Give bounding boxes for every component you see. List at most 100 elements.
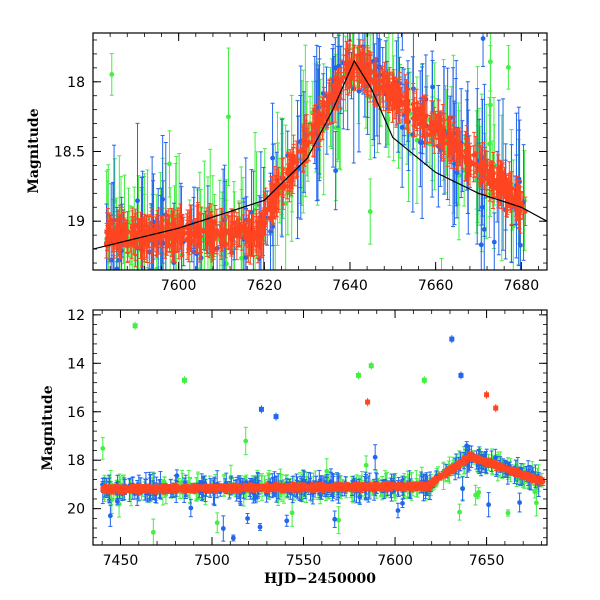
bottom-point-series-2 [134, 485, 140, 495]
bottom-outlier-point [449, 335, 455, 344]
bottom-point-series-2 [531, 474, 536, 481]
bottom-point-series-1 [475, 491, 480, 500]
bottom-point-series-2 [234, 485, 239, 494]
bottom-y-tick-label: 18 [67, 453, 85, 469]
top-point-series-2 [473, 136, 479, 175]
bottom-point-series-1 [100, 437, 106, 460]
top-point-series-2 [143, 215, 149, 236]
top-point-series-2 [151, 227, 157, 253]
bottom-point-series-2 [138, 487, 144, 494]
bottom-point-series-0 [245, 513, 250, 524]
top-point-series-2 [347, 39, 353, 88]
bottom-point-series-0 [230, 534, 236, 542]
bottom-x-tick-label: 7600 [377, 553, 413, 569]
bottom-point-series-2 [218, 486, 223, 492]
top-point-series-1 [367, 178, 373, 245]
top-point-series-2 [440, 112, 446, 160]
bottom-outlier-point [132, 321, 138, 330]
top-y-axis-label: Magnitude [26, 108, 42, 193]
top-point-series-2 [285, 163, 290, 184]
bottom-point-series-2 [535, 478, 541, 484]
top-point-series-2 [274, 168, 280, 217]
bottom-point-series-1 [150, 518, 156, 545]
top-point-series-2 [445, 119, 451, 167]
bottom-outlier-point [458, 371, 464, 380]
bottom-point-series-2 [479, 458, 485, 464]
top-point-series-2 [374, 77, 380, 95]
top-point-series-2 [179, 220, 185, 242]
bottom-outlier-point [368, 361, 374, 370]
bottom-point-series-2 [295, 484, 301, 491]
bottom-outlier-point [273, 412, 279, 421]
bottom-y-tick-label: 20 [67, 502, 85, 518]
bottom-point-series-2 [411, 484, 417, 490]
top-point-series-2 [404, 79, 409, 124]
bottom-point-series-2 [493, 462, 498, 468]
top-point-series-2 [226, 215, 232, 251]
top-point-series-0 [491, 212, 497, 270]
bottom-x-tick-label: 7500 [194, 553, 230, 569]
top-point-series-2 [460, 143, 466, 169]
bottom-point-series-2 [240, 485, 246, 491]
top-point-series-2 [281, 172, 287, 196]
top-point-series-2 [158, 215, 164, 239]
bottom-panel: 7450 7500 7550 7600 7650 12 14 16 18 20 Magnitude… [40, 308, 548, 587]
top-point-series-2 [122, 222, 128, 240]
bottom-point-series-0 [332, 510, 338, 528]
top-point-series-2 [429, 112, 435, 136]
top-y-tick-label: 18.5 [54, 145, 85, 161]
bottom-point-series-0 [188, 498, 194, 518]
bottom-y-tick-label: 16 [67, 405, 85, 421]
bottom-point-series-0 [517, 492, 522, 513]
bottom-point-series-2 [526, 474, 532, 481]
top-point-series-0 [333, 131, 339, 211]
top-point-series-2 [242, 220, 247, 241]
bottom-point-series-2 [277, 485, 283, 490]
bottom-point-series-2 [487, 460, 493, 466]
top-point-series-2 [146, 222, 152, 242]
top-point-series-2 [491, 164, 497, 198]
bottom-point-series-2 [160, 486, 166, 493]
top-point-series-0 [480, 33, 486, 67]
bottom-x-tick-label: 7650 [469, 553, 505, 569]
top-point-series-2 [326, 82, 332, 115]
bottom-y-tick-label: 12 [67, 308, 85, 324]
bottom-point-series-2 [173, 482, 179, 492]
bottom-y-tick-label: 14 [67, 356, 85, 372]
bottom-point-series-0 [284, 514, 290, 527]
top-point-series-2 [245, 214, 251, 257]
bottom-x-axis-label: HJD−2450000 [264, 571, 376, 587]
bottom-point-series-2 [324, 486, 330, 492]
bottom-point-series-2 [181, 485, 187, 492]
bottom-plot-frame [92, 309, 548, 546]
top-point-series-2 [165, 214, 171, 238]
top-point-series-1 [109, 53, 115, 96]
bottom-point-series-0 [400, 498, 405, 509]
bottom-point-series-2 [407, 481, 413, 489]
top-point-series-2 [234, 212, 240, 261]
top-point-series-2 [418, 103, 424, 130]
bottom-point-series-0 [257, 523, 263, 531]
bottom-point-series-2 [367, 483, 373, 492]
top-model-curve [93, 59, 547, 250]
bottom-point-series-2 [431, 477, 437, 487]
bottom-point-series-0 [220, 515, 226, 542]
top-y-tick-label: 18 [67, 75, 85, 91]
bottom-point-series-2 [225, 485, 230, 495]
top-point-series-2 [487, 165, 493, 202]
top-point-series-2 [309, 124, 315, 144]
bottom-point-series-2 [110, 487, 116, 493]
bottom-point-series-2 [169, 487, 174, 493]
bottom-x-tick-label: 7550 [286, 553, 322, 569]
top-point-series-1 [505, 45, 511, 90]
bottom-point-series-2 [344, 483, 350, 491]
bottom-point-series-2 [393, 485, 399, 491]
bottom-point-series-2 [516, 469, 521, 477]
bottom-point-series-2 [363, 483, 369, 490]
bottom-outlier-point [421, 376, 427, 385]
top-point-series-2 [390, 83, 396, 109]
top-panel: 7600 7620 7640 7660 7680 18 18.5 19 Magnitude [26, 32, 548, 294]
bottom-outlier-point [484, 390, 490, 399]
bottom-point-series-2 [120, 486, 126, 496]
